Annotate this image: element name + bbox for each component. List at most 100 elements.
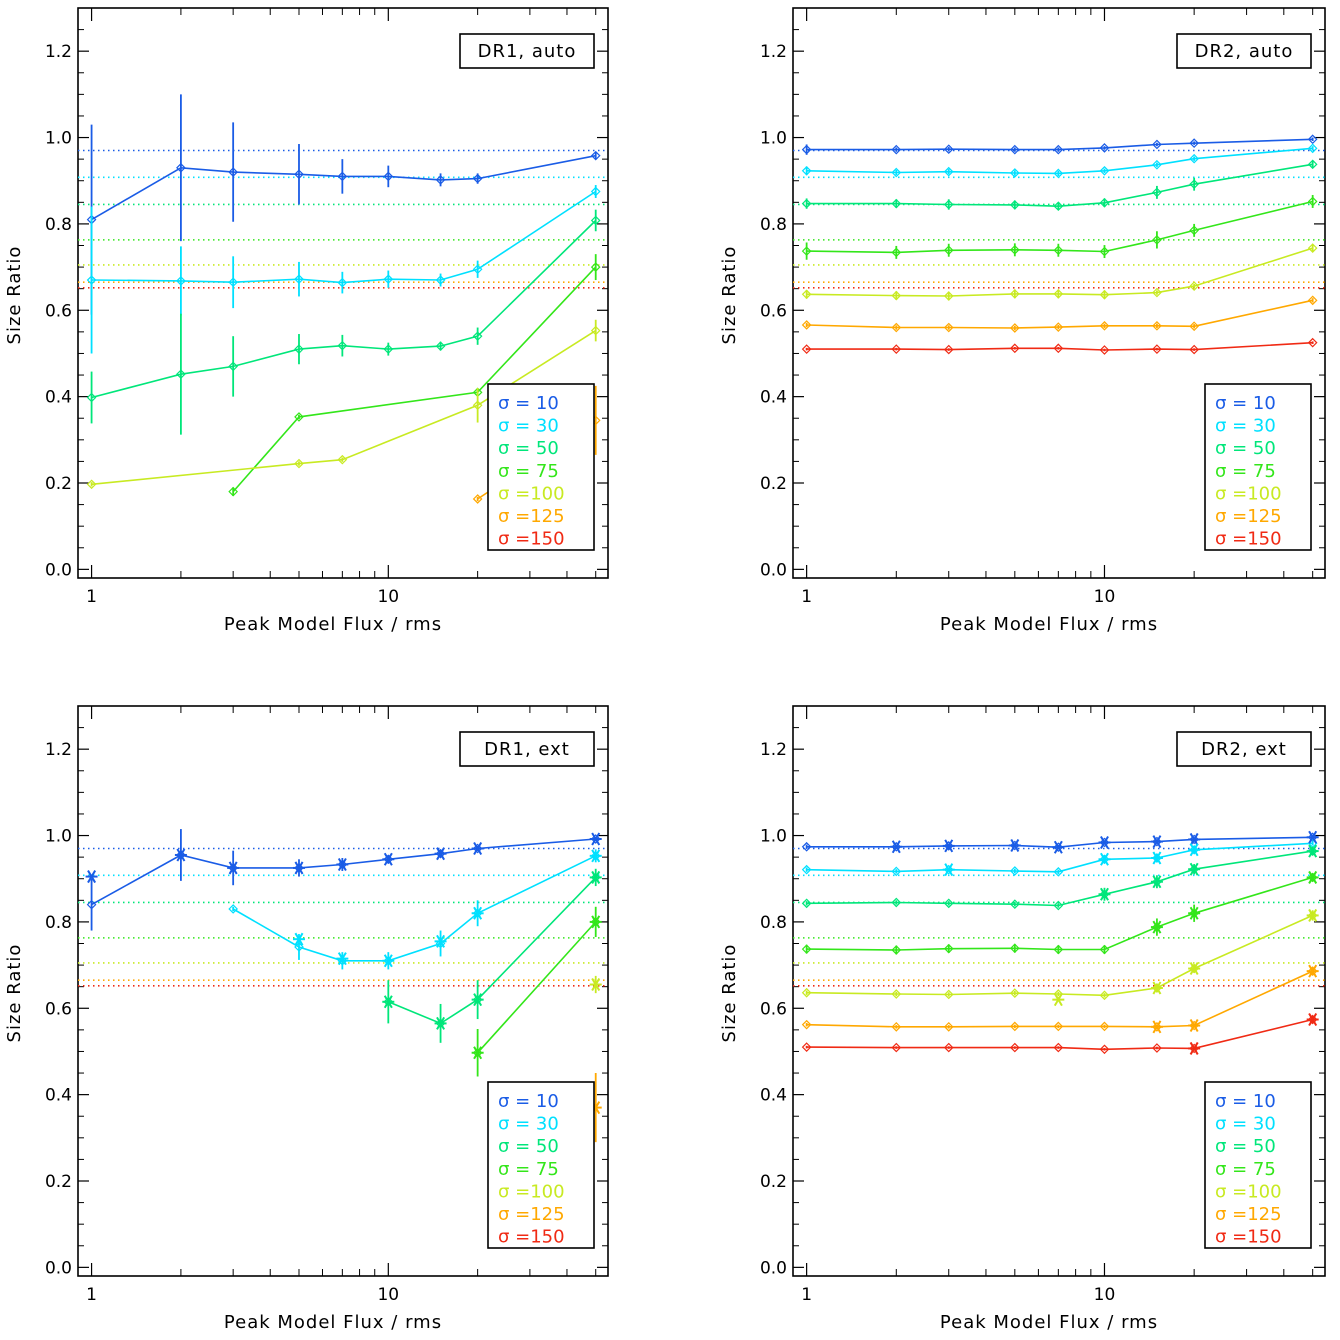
data-point bbox=[1307, 966, 1318, 976]
chart-panel-2: 0.0 0.2 0.4 0.6 0.8 1.0 1.2 1 10 Peak Model Flux … bbox=[719, 7, 1326, 635]
data-point bbox=[1099, 1044, 1110, 1055]
asterisk-stroke bbox=[228, 861, 238, 875]
data-point bbox=[943, 291, 954, 301]
asterisk-stroke bbox=[1189, 1019, 1199, 1033]
data-point bbox=[472, 331, 483, 342]
data-point bbox=[891, 945, 902, 955]
asterisk-marker bbox=[1306, 844, 1319, 858]
data-point bbox=[1053, 245, 1064, 256]
legend-entry: σ = 30 bbox=[498, 416, 559, 437]
data-point bbox=[176, 162, 186, 173]
data-point bbox=[228, 486, 239, 497]
asterisk-marker bbox=[382, 852, 395, 866]
legend-entry: σ = 10 bbox=[498, 1091, 559, 1112]
asterisk-stroke bbox=[1308, 908, 1318, 922]
data-point bbox=[891, 344, 902, 354]
data-point bbox=[943, 144, 954, 155]
x-tick-label: 1 bbox=[86, 587, 97, 607]
data-point bbox=[86, 275, 97, 285]
y-tick-label: 1.2 bbox=[45, 740, 72, 760]
x-tick-label: 1 bbox=[801, 587, 812, 607]
x-axis-label: Peak Model Flux / rms bbox=[940, 614, 1158, 635]
legend-box bbox=[1204, 1081, 1312, 1249]
data-point bbox=[590, 325, 601, 336]
asterisk-marker bbox=[1188, 832, 1201, 846]
data-point bbox=[1152, 139, 1162, 150]
panel-label-box bbox=[459, 731, 595, 767]
data-point bbox=[472, 908, 483, 919]
data-point bbox=[1152, 344, 1162, 354]
data-point bbox=[1189, 1020, 1199, 1031]
panel-label-box bbox=[1176, 33, 1312, 69]
y-tick-label: 0.2 bbox=[45, 1172, 72, 1192]
data-point bbox=[86, 899, 97, 910]
data-point bbox=[1189, 1043, 1199, 1054]
legend-entry: σ =125 bbox=[1215, 506, 1282, 527]
data-point bbox=[891, 144, 902, 155]
data-point bbox=[228, 904, 239, 914]
data-point bbox=[1099, 143, 1110, 153]
y-tick-label: 0.0 bbox=[760, 560, 787, 580]
legend-entry: σ = 50 bbox=[498, 438, 559, 459]
legend-entry: σ = 10 bbox=[498, 393, 559, 414]
data-point bbox=[1099, 345, 1110, 355]
y-tick-label: 0.8 bbox=[45, 913, 72, 933]
data-point bbox=[294, 344, 304, 354]
panel-label: DR1, auto bbox=[478, 41, 577, 62]
asterisk-marker bbox=[382, 995, 395, 1009]
data-point bbox=[943, 199, 954, 210]
data-point bbox=[943, 864, 954, 875]
data-point bbox=[801, 246, 812, 256]
data-point bbox=[86, 479, 97, 490]
data-point bbox=[337, 859, 348, 870]
data-point bbox=[1009, 866, 1020, 876]
asterisk-marker bbox=[1150, 851, 1163, 865]
asterisk-marker bbox=[292, 861, 305, 875]
asterisk-marker bbox=[1306, 830, 1319, 844]
x-tick-label: 10 bbox=[1094, 587, 1116, 607]
y-tick-label: 0.4 bbox=[760, 388, 787, 408]
asterisk-marker bbox=[1052, 993, 1065, 1007]
data-point bbox=[435, 275, 446, 285]
asterisk-marker bbox=[1098, 835, 1111, 849]
plot-frame bbox=[792, 7, 1326, 579]
data-point bbox=[294, 274, 304, 285]
asterisk-stroke bbox=[473, 906, 483, 920]
asterisk-marker bbox=[382, 954, 395, 968]
asterisk-stroke bbox=[1152, 835, 1162, 849]
series-line bbox=[806, 850, 1313, 907]
series-line bbox=[806, 914, 1314, 997]
data-point bbox=[1009, 1021, 1020, 1032]
asterisk-marker bbox=[336, 857, 349, 871]
asterisk-marker bbox=[589, 870, 602, 884]
data-point bbox=[891, 1021, 902, 1032]
asterisk-marker bbox=[1306, 964, 1319, 978]
data-point bbox=[1053, 343, 1064, 354]
asterisk-stroke bbox=[1053, 840, 1063, 854]
asterisk-marker bbox=[589, 915, 602, 929]
series-line bbox=[387, 876, 597, 1025]
data-point bbox=[590, 150, 601, 161]
legend-box bbox=[487, 383, 595, 551]
y-tick-label: 0.2 bbox=[760, 1172, 787, 1192]
legend-entry: σ = 30 bbox=[1215, 416, 1276, 437]
data-point bbox=[943, 943, 954, 954]
y-tick-label: 0.8 bbox=[760, 215, 787, 235]
data-point bbox=[337, 277, 348, 288]
plot-area bbox=[78, 829, 608, 1143]
asterisk-marker bbox=[589, 849, 602, 863]
data-point bbox=[1099, 990, 1110, 1001]
data-point bbox=[891, 841, 902, 852]
data-point bbox=[590, 186, 601, 197]
data-point bbox=[1053, 201, 1064, 212]
asterisk-marker bbox=[85, 870, 98, 884]
data-point bbox=[943, 898, 954, 909]
asterisk-stroke bbox=[1189, 843, 1199, 857]
data-point bbox=[1009, 289, 1020, 299]
data-point bbox=[1099, 246, 1110, 257]
asterisk-stroke bbox=[1100, 887, 1109, 901]
data-point bbox=[1009, 200, 1020, 210]
legend-entry: σ = 10 bbox=[1215, 1091, 1276, 1112]
series-line bbox=[806, 247, 1313, 297]
plot-area bbox=[793, 830, 1325, 1055]
